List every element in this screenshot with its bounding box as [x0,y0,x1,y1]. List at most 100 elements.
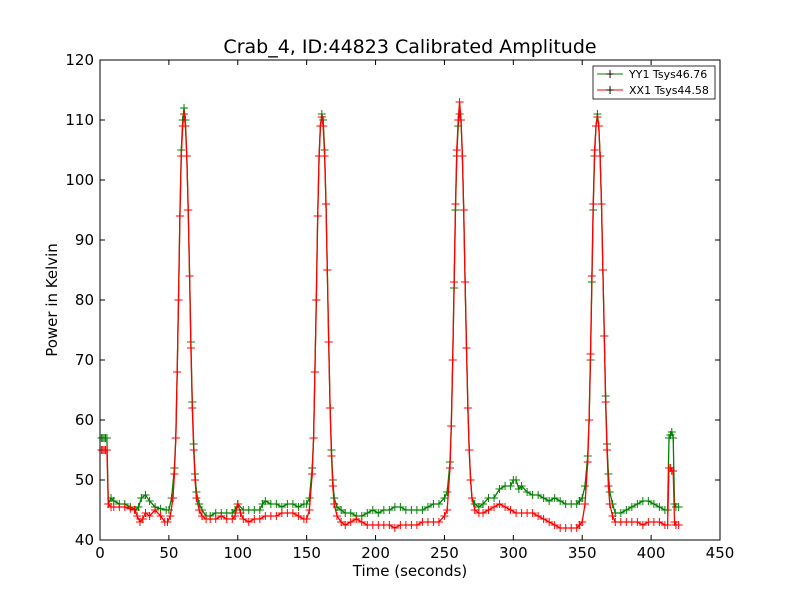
data-point [585,416,594,424]
data-point [294,503,303,511]
data-point [261,497,270,505]
data-point [452,146,461,154]
series-xx1 [97,98,683,532]
data-point [305,494,314,502]
data-point [184,206,193,214]
data-point [479,500,488,508]
data-point [166,512,175,520]
data-point [390,524,399,532]
data-point [191,476,200,484]
data-point [385,506,394,514]
x-tick-label: 250 [430,544,459,562]
data-point [151,506,160,514]
data-point [170,470,179,478]
data-point [545,497,554,505]
data-point [357,518,366,526]
data-point [506,482,515,490]
data-point [550,494,559,502]
data-point [440,512,449,520]
data-point [272,512,281,520]
data-point [462,344,471,352]
data-point [545,518,554,526]
data-point [458,152,467,160]
data-point [217,512,226,520]
data-point [341,521,350,529]
data-point [346,518,355,526]
data-point [313,212,322,220]
data-point [189,446,198,454]
data-point [255,506,264,514]
data-point [598,266,607,274]
data-point [328,482,337,490]
data-point [186,344,195,352]
data-point [330,500,339,508]
data-point [669,434,678,442]
data-point [600,332,609,340]
data-point [324,338,333,346]
x-tick-label: 400 [637,544,666,562]
y-tick: 110 [65,111,720,129]
data-point [517,482,526,490]
data-point [456,116,465,124]
y-tick-label: 50 [75,471,94,489]
data-point [133,512,142,520]
data-point [583,458,592,466]
data-point [450,278,459,286]
data-point [608,512,617,520]
data-point [102,434,111,442]
data-point [326,404,335,412]
data-point [302,515,311,523]
data-point [363,509,372,517]
data-point [534,491,543,499]
data-point [655,518,664,526]
data-point [512,476,521,484]
data-point [352,515,361,523]
axis-ticks: 0 50 100 150 200 250 300 350 400 450 40 50 60 70 80 90 1… [65,51,734,562]
data-point [440,494,449,502]
data-point [126,504,135,513]
data-point [320,152,329,160]
data-point [597,200,606,208]
data-point [138,515,147,523]
data-point [310,368,319,376]
data-point [604,482,613,490]
data-point [137,494,146,502]
data-point [141,491,150,499]
data-point [175,212,184,220]
data-point [501,503,510,511]
data-point [346,509,355,517]
legend-box [592,65,716,100]
data-point [663,521,672,529]
data-point [385,521,394,529]
data-point [674,503,683,511]
data-point [451,200,460,208]
y-axis-label: Power in Kelvin [43,243,61,357]
data-point [317,113,326,121]
data-point [463,404,472,412]
data-point [374,509,383,517]
data-point [309,434,318,442]
data-point [605,500,614,508]
x-tick: 150 [292,60,321,562]
y-tick-label: 100 [65,171,94,189]
data-point [236,509,245,517]
data-point [337,506,346,514]
data-point [308,470,317,478]
x-tick: 200 [361,60,390,562]
chart-title: Crab_4, ID:44823 Calibrated Amplitude [223,36,596,58]
data-point [323,266,332,274]
data-point [412,521,421,529]
data-point [586,350,595,358]
data-point [594,122,603,130]
data-point [272,500,281,508]
data-point [633,518,642,526]
data-point [461,278,470,286]
x-tick-label: 200 [361,544,390,562]
data-point [233,500,242,508]
data-point [244,518,253,526]
y-tick-label: 110 [65,111,94,129]
data-point [288,500,297,508]
data-point [669,467,678,475]
y-tick-label: 40 [75,531,94,549]
data-point [589,200,598,208]
